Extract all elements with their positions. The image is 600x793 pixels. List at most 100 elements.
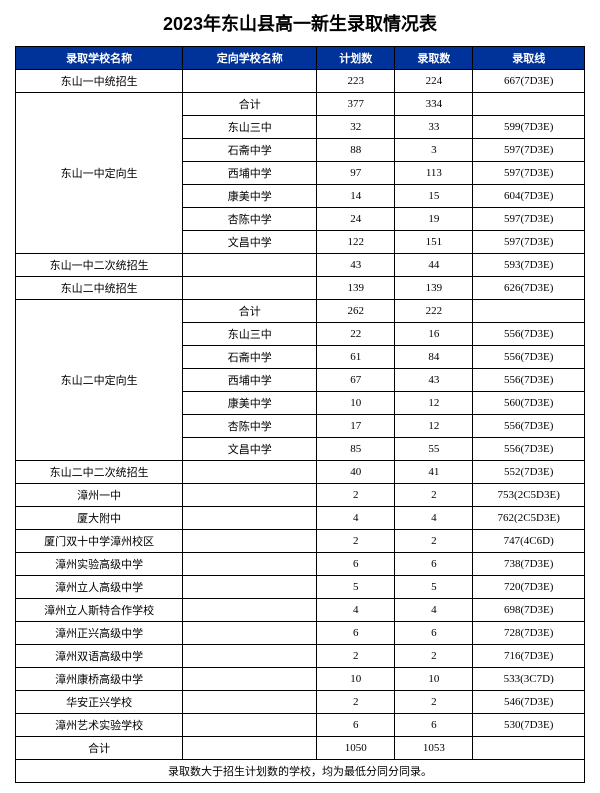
cell-plan: 88 [317,139,395,162]
cell-line: 556(7D3E) [473,323,585,346]
table-row: 东山二中统招生139139626(7D3E) [16,277,585,300]
cell-plan: 262 [317,300,395,323]
cell-target: 康美中学 [183,185,317,208]
cell-plan: 97 [317,162,395,185]
cell-plan: 4 [317,599,395,622]
cell-line: 738(7D3E) [473,553,585,576]
cell-line: 556(7D3E) [473,415,585,438]
cell-admit: 1053 [395,737,473,760]
cell-target: 文昌中学 [183,231,317,254]
cell-plan: 377 [317,93,395,116]
table-row: 厦门双十中学漳州校区22747(4C6D) [16,530,585,553]
table-row: 东山一中统招生223224667(7D3E) [16,70,585,93]
cell-admit: 55 [395,438,473,461]
cell-school: 漳州康桥高级中学 [16,668,183,691]
cell-admit: 12 [395,392,473,415]
table-row: 东山二中二次统招生4041552(7D3E) [16,461,585,484]
cell-plan: 2 [317,691,395,714]
cell-school: 华安正兴学校 [16,691,183,714]
cell-target: 石斋中学 [183,346,317,369]
cell-line: 604(7D3E) [473,185,585,208]
cell-line: 556(7D3E) [473,438,585,461]
cell-line: 530(7D3E) [473,714,585,737]
table-row: 漳州康桥高级中学1010533(3C7D) [16,668,585,691]
cell-plan: 22 [317,323,395,346]
cell-line: 728(7D3E) [473,622,585,645]
cell-line: 593(7D3E) [473,254,585,277]
cell-plan: 139 [317,277,395,300]
cell-school: 东山二中统招生 [16,277,183,300]
cell-plan: 6 [317,622,395,645]
cell-school: 厦大附中 [16,507,183,530]
cell-target [183,599,317,622]
cell-admit: 2 [395,645,473,668]
cell-target [183,461,317,484]
cell-target [183,645,317,668]
cell-admit: 6 [395,714,473,737]
cell-line: 546(7D3E) [473,691,585,714]
cell-plan: 14 [317,185,395,208]
cell-admit: 2 [395,691,473,714]
cell-admit: 151 [395,231,473,254]
cell-admit: 4 [395,599,473,622]
cell-school: 厦门双十中学漳州校区 [16,530,183,553]
cell-admit: 6 [395,622,473,645]
cell-school: 东山一中统招生 [16,70,183,93]
table-row: 漳州立人高级中学55720(7D3E) [16,576,585,599]
table-row: 漳州一中22753(2C5D3E) [16,484,585,507]
table-row: 漳州双语高级中学22716(7D3E) [16,645,585,668]
cell-line: 599(7D3E) [473,116,585,139]
cell-admit: 113 [395,162,473,185]
cell-admit: 41 [395,461,473,484]
cell-school: 东山二中二次统招生 [16,461,183,484]
table-row: 漳州立人斯特合作学校44698(7D3E) [16,599,585,622]
cell-school: 漳州艺术实验学校 [16,714,183,737]
header-row: 录取学校名称 定向学校名称 计划数 录取数 录取线 [16,47,585,70]
cell-school: 漳州正兴高级中学 [16,622,183,645]
cell-school: 漳州立人斯特合作学校 [16,599,183,622]
cell-line: 720(7D3E) [473,576,585,599]
table-row: 漳州实验高级中学66738(7D3E) [16,553,585,576]
cell-target: 文昌中学 [183,438,317,461]
footnote: 录取数大于招生计划数的学校，均为最低分同分同录。 [15,760,585,783]
cell-plan: 67 [317,369,395,392]
cell-plan: 85 [317,438,395,461]
cell-line [473,737,585,760]
cell-target: 合计 [183,93,317,116]
cell-admit: 84 [395,346,473,369]
cell-line: 747(4C6D) [473,530,585,553]
cell-target [183,737,317,760]
cell-target: 康美中学 [183,392,317,415]
cell-line: 597(7D3E) [473,162,585,185]
cell-target [183,254,317,277]
cell-school: 东山一中定向生 [16,93,183,254]
cell-target: 东山三中 [183,116,317,139]
cell-admit: 2 [395,484,473,507]
cell-admit: 2 [395,530,473,553]
cell-admit: 12 [395,415,473,438]
cell-line [473,300,585,323]
table-row: 东山一中定向生合计377334 [16,93,585,116]
cell-target: 石斋中学 [183,139,317,162]
cell-admit: 15 [395,185,473,208]
header-admit: 录取数 [395,47,473,70]
cell-line: 597(7D3E) [473,208,585,231]
cell-school: 东山二中定向生 [16,300,183,461]
cell-target [183,714,317,737]
header-school: 录取学校名称 [16,47,183,70]
cell-plan: 61 [317,346,395,369]
cell-admit: 334 [395,93,473,116]
cell-target: 合计 [183,300,317,323]
cell-target [183,277,317,300]
cell-plan: 40 [317,461,395,484]
cell-line: 556(7D3E) [473,346,585,369]
cell-plan: 10 [317,392,395,415]
cell-admit: 222 [395,300,473,323]
cell-admit: 224 [395,70,473,93]
cell-target [183,530,317,553]
cell-line: 556(7D3E) [473,369,585,392]
cell-line: 597(7D3E) [473,139,585,162]
table-row: 漳州正兴高级中学66728(7D3E) [16,622,585,645]
cell-plan: 1050 [317,737,395,760]
cell-line: 597(7D3E) [473,231,585,254]
